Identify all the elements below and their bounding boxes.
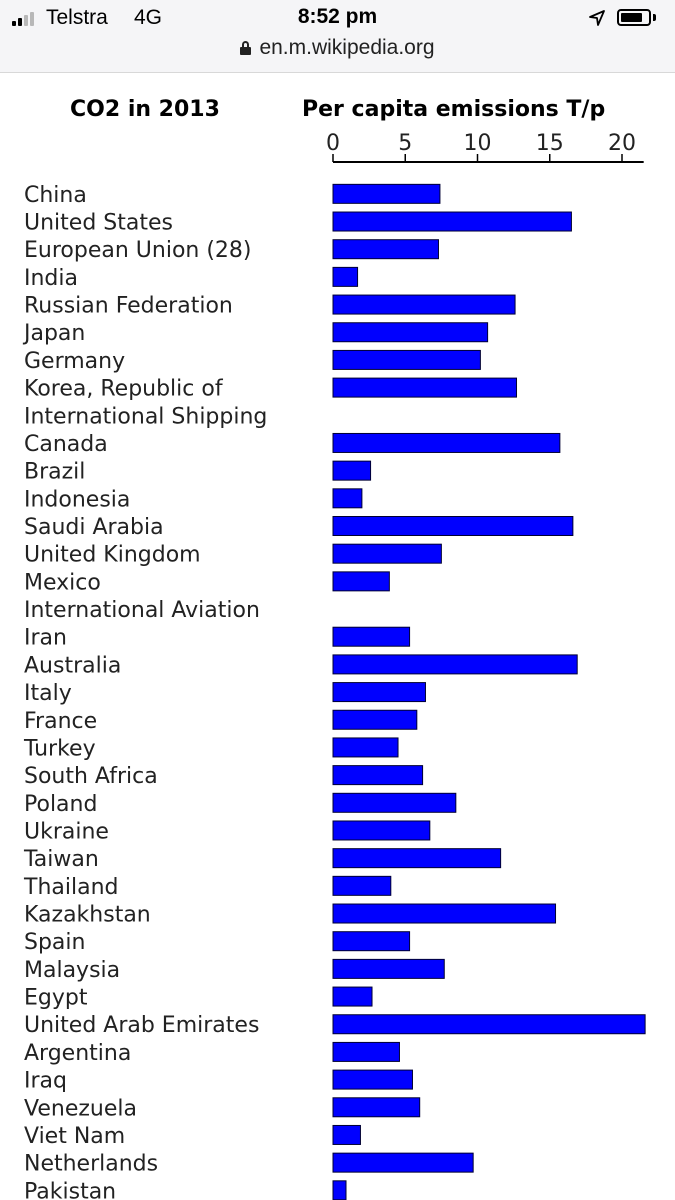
bar (332, 682, 426, 703)
bar (332, 322, 489, 343)
bar (332, 1014, 646, 1035)
category-label: Italy (24, 681, 72, 706)
x-axis: 0 5 10 15 20 (326, 131, 644, 163)
category-label: Ukraine (24, 819, 109, 844)
category-label: United Kingdom (24, 543, 201, 568)
bar (332, 931, 411, 952)
category-label: France (24, 709, 97, 734)
category-label: South Africa (24, 764, 158, 789)
url-bar[interactable]: en.m.wikipedia.org (0, 36, 675, 60)
x-tick-label: 20 (608, 131, 636, 156)
status-time: 8:52 pm (297, 5, 378, 28)
location-arrow-icon (589, 10, 605, 26)
category-label: Korea, Republic of (24, 377, 224, 402)
category-label: Indonesia (24, 487, 130, 512)
category-label: Venezuela (24, 1096, 137, 1121)
x-tick-label: 15 (536, 131, 564, 156)
lock-icon (240, 41, 252, 55)
bar (332, 848, 502, 869)
bar (332, 792, 457, 813)
category-label: Taiwan (23, 847, 99, 872)
x-tick-label: 0 (326, 131, 340, 156)
bar (332, 1097, 421, 1118)
category-label: Viet Nam (24, 1124, 125, 1149)
network-type: 4G (134, 6, 163, 29)
bar (332, 266, 359, 287)
category-label: International Shipping (24, 404, 267, 429)
signal-bar (30, 12, 34, 26)
bar (332, 1180, 347, 1200)
category-label: International Aviation (24, 598, 260, 623)
category-label: Pakistan (24, 1179, 116, 1200)
bar (332, 377, 518, 398)
category-label: Saudi Arabia (24, 515, 164, 540)
battery-level (621, 13, 642, 22)
category-label: Turkey (23, 736, 96, 761)
category-label: Mexico (24, 570, 101, 595)
bar (332, 875, 392, 896)
category-label: United Arab Emirates (24, 1013, 259, 1038)
bar (332, 765, 424, 786)
category-label: Malaysia (24, 958, 120, 983)
bar (332, 460, 372, 481)
category-label: India (24, 266, 78, 291)
bar (332, 211, 572, 232)
url-text: en.m.wikipedia.org (259, 36, 435, 59)
bar (332, 432, 561, 453)
category-label: European Union (28) (24, 238, 252, 263)
bar (332, 1069, 413, 1090)
category-label: Iraq (24, 1069, 67, 1094)
category-label: Spain (24, 930, 85, 955)
category-label: United States (24, 211, 173, 236)
category-label: Canada (24, 432, 108, 457)
category-label: Germany (24, 349, 125, 374)
category-label: Poland (24, 792, 97, 817)
signal-strength-icon (12, 12, 42, 26)
chart-title: CO2 in 2013 (70, 97, 220, 122)
bar (332, 1041, 400, 1062)
signal-bar (24, 15, 28, 26)
bar (332, 488, 363, 509)
signal-bar (18, 18, 22, 26)
category-label: Iran (24, 626, 67, 651)
signal-bar (12, 21, 16, 26)
battery-tip (653, 14, 656, 21)
bar (332, 1124, 361, 1145)
bar (332, 654, 578, 675)
bar (332, 349, 481, 370)
carrier-name: Telstra (46, 6, 108, 29)
bar (332, 543, 442, 564)
category-label: Japan (22, 321, 85, 346)
co2-per-capita-chart: CO2 in 2013 Per capita emissions T/p 0 5 1… (22, 97, 646, 1200)
bar (332, 709, 418, 730)
category-label: Netherlands (24, 1152, 158, 1177)
category-label: Brazil (24, 460, 85, 485)
bar (332, 903, 557, 924)
category-label: Russian Federation (24, 294, 233, 319)
bar (332, 571, 390, 592)
bar (332, 1152, 474, 1173)
bar (332, 183, 441, 204)
battery-icon (617, 9, 651, 26)
bar (332, 626, 411, 647)
bar (332, 737, 399, 758)
status-bar: Telstra 4G 8:52 pm en.m.wikipedia.org (0, 0, 675, 73)
x-tick-label: 10 (464, 131, 492, 156)
bars (332, 183, 646, 1200)
bar (332, 820, 431, 841)
category-label: Kazakhstan (24, 903, 151, 928)
bar (332, 294, 516, 315)
category-label: Australia (24, 653, 121, 678)
category-label: Egypt (24, 986, 88, 1011)
x-tick-label: 5 (398, 131, 412, 156)
bar (332, 239, 439, 260)
category-label: China (24, 183, 87, 208)
bar (332, 516, 574, 536)
bar (332, 958, 445, 979)
bar (332, 986, 373, 1007)
category-label: Thailand (23, 875, 118, 900)
chart-subtitle: Per capita emissions T/p (302, 97, 605, 122)
category-label: Argentina (24, 1041, 131, 1066)
